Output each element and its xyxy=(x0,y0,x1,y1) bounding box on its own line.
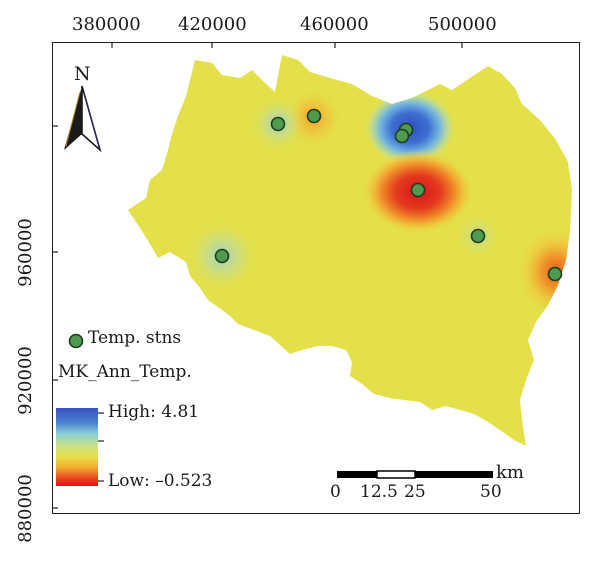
station-markers xyxy=(214,108,563,282)
x-tick-label: 380000 xyxy=(72,14,141,35)
station-marker xyxy=(547,266,563,282)
x-tick-label: 500000 xyxy=(428,14,497,35)
scale-label: 25 xyxy=(404,482,426,502)
scale-unit: km xyxy=(496,462,524,483)
map-frame xyxy=(52,42,580,514)
station-marker xyxy=(394,128,410,144)
station-marker xyxy=(470,228,486,244)
study-region xyxy=(128,55,572,446)
north-label: N xyxy=(74,63,91,85)
frame-ticks xyxy=(52,42,463,509)
legend-stations-label: Temp. stns xyxy=(88,328,182,348)
legend-high-label: High: 4.81 xyxy=(108,402,200,422)
station-marker xyxy=(270,116,286,132)
north-arrow xyxy=(64,85,102,153)
legend-layer-title: MK_Ann_Temp. xyxy=(58,362,192,382)
scale-label: 0 xyxy=(330,482,341,502)
x-tick-label: 420000 xyxy=(178,14,247,35)
scale-label: 12.5 xyxy=(360,482,398,502)
scale-label: 50 xyxy=(480,482,502,502)
legend-low-label: Low: –0.523 xyxy=(108,471,213,491)
scale-bar xyxy=(337,470,493,479)
legend-station-symbol xyxy=(68,333,84,349)
x-tick-label: 460000 xyxy=(300,14,369,35)
legend-color-ramp xyxy=(56,408,98,486)
station-marker xyxy=(410,182,426,198)
station-marker xyxy=(214,248,230,264)
station-marker xyxy=(306,108,322,124)
